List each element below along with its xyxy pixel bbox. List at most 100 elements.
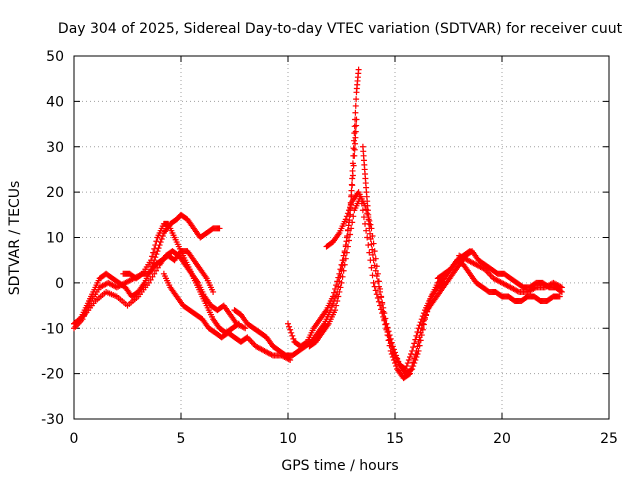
data-point xyxy=(344,243,351,250)
series-sat-h xyxy=(323,189,433,382)
data-point xyxy=(419,326,426,333)
y-tick-label: 40 xyxy=(46,94,64,110)
data-point xyxy=(375,283,382,290)
x-tick-label: 0 xyxy=(70,431,79,447)
data-points xyxy=(71,66,565,382)
data-point xyxy=(365,242,372,249)
data-point xyxy=(349,219,356,226)
series-sat-b xyxy=(71,220,242,336)
y-tick-label: 0 xyxy=(55,276,64,292)
data-point xyxy=(369,251,376,258)
data-point xyxy=(351,123,358,130)
data-point xyxy=(367,236,374,243)
y-tick-label: 50 xyxy=(46,49,64,65)
x-tick-label: 15 xyxy=(386,431,404,447)
data-point xyxy=(348,187,355,194)
data-point xyxy=(340,267,347,274)
data-point xyxy=(393,352,400,359)
series-sat-e xyxy=(160,270,294,364)
series-sat-d xyxy=(120,248,217,295)
y-tick-label: 20 xyxy=(46,185,64,201)
data-point xyxy=(350,137,357,144)
data-point xyxy=(352,116,359,123)
data-point xyxy=(154,248,161,255)
data-point xyxy=(394,355,401,362)
data-point xyxy=(345,207,352,214)
data-point xyxy=(353,96,360,103)
data-point xyxy=(159,232,166,239)
data-point xyxy=(348,181,355,188)
data-point xyxy=(148,257,155,264)
y-tick-label: -20 xyxy=(41,367,64,383)
data-point xyxy=(351,130,358,137)
data-point xyxy=(415,325,422,332)
data-point xyxy=(558,284,565,291)
data-point xyxy=(149,253,156,260)
data-point xyxy=(408,366,415,373)
data-point xyxy=(357,193,364,200)
data-point xyxy=(409,366,416,373)
data-point xyxy=(395,358,402,365)
data-point xyxy=(303,339,310,346)
data-point xyxy=(350,152,357,159)
data-point xyxy=(332,285,339,292)
data-point xyxy=(370,257,377,264)
data-point xyxy=(382,315,389,322)
data-point xyxy=(373,273,380,280)
data-point xyxy=(352,109,359,116)
data-point xyxy=(329,293,336,300)
data-point xyxy=(392,349,398,356)
data-point xyxy=(392,360,398,367)
data-point xyxy=(378,294,385,301)
data-point xyxy=(157,239,164,246)
x-tick-label: 20 xyxy=(493,431,511,447)
data-point xyxy=(372,267,379,274)
data-point xyxy=(419,313,426,320)
data-point xyxy=(338,279,345,286)
y-tick-label: -30 xyxy=(41,412,64,428)
x-tick-label: 25 xyxy=(600,431,618,447)
data-point xyxy=(403,363,410,370)
data-point xyxy=(153,238,160,245)
data-point xyxy=(151,245,158,252)
data-point xyxy=(339,257,346,264)
data-point xyxy=(367,230,374,237)
data-point xyxy=(375,298,382,305)
data-point xyxy=(410,344,417,351)
data-point xyxy=(348,225,355,232)
data-point xyxy=(374,295,381,301)
data-point xyxy=(374,278,381,285)
data-point xyxy=(388,339,395,346)
data-point xyxy=(342,255,349,262)
data-point xyxy=(404,360,411,367)
data-point xyxy=(409,347,416,354)
data-point xyxy=(347,231,354,238)
grid xyxy=(74,56,609,419)
data-point xyxy=(286,323,293,330)
data-point xyxy=(337,266,344,273)
data-point xyxy=(333,282,340,289)
data-point xyxy=(416,342,423,349)
data-point xyxy=(369,246,376,253)
y-tick-label: 10 xyxy=(46,231,64,247)
data-point xyxy=(285,320,291,327)
data-point xyxy=(345,237,352,244)
axis-ticks: 0 5 10 15 20 25 -30 -20 -10 0 10 20 30 40 50 xyxy=(41,49,618,447)
data-point xyxy=(405,357,412,364)
data-point xyxy=(349,167,356,174)
data-point xyxy=(333,302,340,309)
data-point xyxy=(412,357,419,364)
data-point xyxy=(335,274,342,281)
data-point xyxy=(417,337,424,344)
data-point xyxy=(344,210,351,217)
data-point xyxy=(343,249,350,256)
x-axis-label: GPS time / hours xyxy=(281,458,398,474)
data-point xyxy=(366,225,373,232)
data-point xyxy=(336,288,343,295)
data-point xyxy=(334,298,341,305)
data-point xyxy=(150,249,157,256)
data-point xyxy=(381,310,388,317)
data-point xyxy=(344,227,351,234)
data-point xyxy=(364,234,371,241)
data-point xyxy=(417,319,424,326)
